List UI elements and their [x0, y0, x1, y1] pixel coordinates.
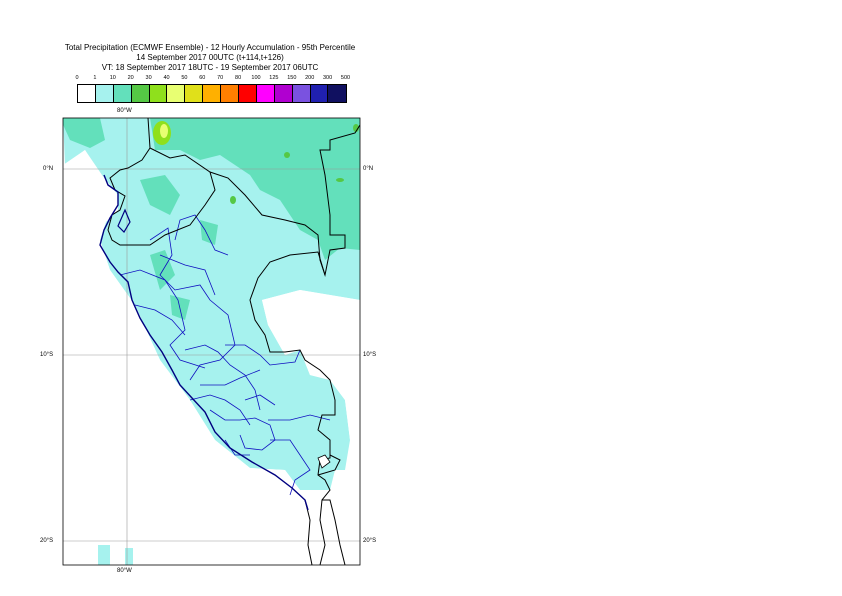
lon-label-bottom: 80°W [117, 568, 132, 574]
legend-level-label: 80 [235, 75, 242, 81]
legend-level-label: 200 [305, 75, 315, 81]
legend-swatch [221, 85, 240, 102]
legend-swatch [149, 85, 168, 102]
precip-area-mid [150, 118, 360, 260]
precip-area-light [63, 118, 360, 490]
legend-swatch [95, 85, 114, 102]
precip-hotspot-core [160, 124, 168, 138]
lat-label-left: 20°S [40, 538, 54, 544]
legend-swatch [328, 85, 347, 102]
legend-level-label: 0 [75, 75, 79, 81]
precip-patch [98, 545, 110, 565]
lat-label-right: 0°N [363, 166, 374, 172]
legend-swatch [78, 85, 96, 102]
map-frame [62, 117, 361, 566]
legend-level-label: 150 [287, 75, 297, 81]
legend-level-label: 100 [251, 75, 261, 81]
legend-level-label: 60 [199, 75, 206, 81]
map-title: Total Precipitation (ECMWF Ensemble) - 1… [64, 43, 356, 52]
legend-level-label: 125 [269, 75, 279, 81]
lat-label-left: 10°S [40, 352, 54, 358]
legend-level-label: 20 [127, 75, 134, 81]
color-legend [77, 84, 348, 103]
legend-swatch [113, 85, 132, 102]
precip-area-mid [200, 220, 218, 245]
legend-level-label: 30 [145, 75, 152, 81]
country-borders [107, 118, 360, 565]
graticule [63, 118, 360, 565]
no-precip-east [262, 290, 360, 440]
legend-swatch [274, 85, 293, 102]
coastline [99, 174, 309, 511]
legend-level-label: 50 [181, 75, 188, 81]
lat-label-right: 10°S [363, 352, 377, 358]
legend-level-label: 40 [163, 75, 170, 81]
legend-swatch [203, 85, 222, 102]
precip-patch [125, 548, 133, 565]
map-subtitle-base-time: 14 September 2017 00UTC (t+114,t+126) [136, 53, 284, 62]
precip-hotspot [230, 196, 236, 204]
legend-level-label: 70 [217, 75, 224, 81]
legend-swatch [310, 85, 329, 102]
legend-level-label: 10 [109, 75, 116, 81]
legend-level-label: 300 [323, 75, 333, 81]
legend-swatch [292, 85, 311, 102]
lake-titicaca [317, 454, 331, 469]
legend-swatch [185, 85, 204, 102]
precip-area-mid [63, 118, 105, 148]
legend-swatch [131, 85, 150, 102]
legend-level-label: 1 [93, 75, 97, 81]
precip-field [63, 118, 360, 565]
no-precip-area [63, 150, 300, 565]
region-boundaries [119, 214, 331, 496]
precip-hotspot [284, 152, 290, 158]
lat-label-left: 0°N [43, 166, 54, 172]
legend-swatch [239, 85, 257, 102]
precip-hotspot [353, 124, 359, 132]
lat-label-right: 20°S [363, 538, 377, 544]
legend-swatch [256, 85, 275, 102]
legend-swatch [167, 85, 186, 102]
precip-area-mid [140, 175, 180, 215]
legend-level-label: 500 [340, 75, 351, 81]
lon-label-top: 80°W [117, 108, 132, 114]
gulf-coast [117, 208, 131, 233]
precip-hotspot [336, 178, 344, 182]
map-subtitle-valid-time: VT: 18 September 2017 18UTC - 19 Septemb… [101, 63, 319, 72]
